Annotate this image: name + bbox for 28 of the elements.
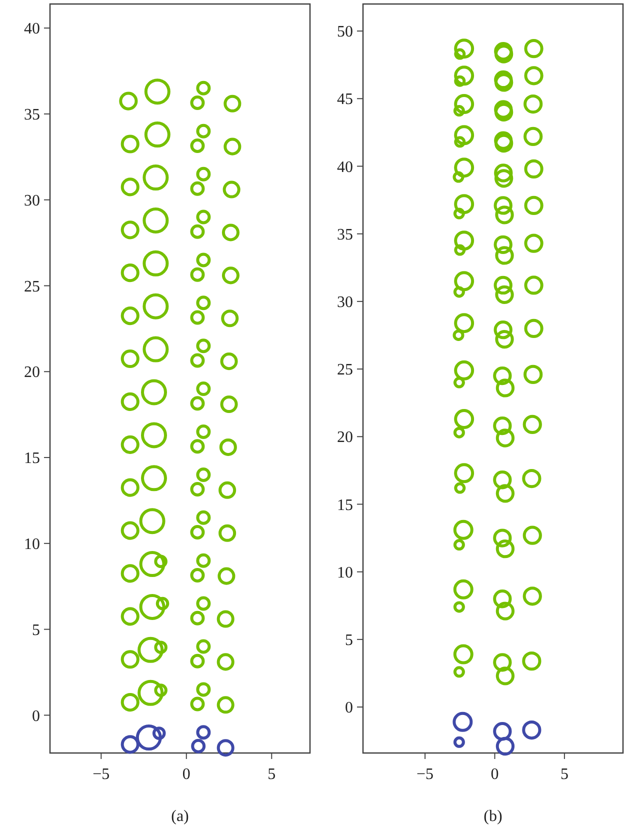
y-tick-label: 5 <box>345 632 353 650</box>
y-tick-label: 15 <box>24 450 40 468</box>
y-tick-label: 10 <box>337 564 353 582</box>
x-tick-label: 5 <box>560 766 568 783</box>
y-tick-label: 30 <box>337 294 353 312</box>
x-tick-label: −5 <box>92 766 110 783</box>
y-tick-label: 25 <box>337 362 353 379</box>
text: (a) <box>171 808 189 825</box>
y-tick-label: 50 <box>337 24 353 41</box>
y-tick-label: 20 <box>337 429 353 446</box>
y-tick-label: 0 <box>345 700 353 717</box>
x-tick-label: 0 <box>490 766 499 783</box>
y-tick-label: 40 <box>337 158 353 176</box>
y-tick-label: 15 <box>337 496 353 514</box>
y-tick-label: 10 <box>24 536 40 554</box>
y-tick-label: 30 <box>24 192 40 210</box>
y-tick-label: 40 <box>24 20 40 38</box>
y-tick-label: 45 <box>337 91 353 108</box>
x-tick-label: 5 <box>268 766 276 783</box>
x-tick-label: −5 <box>416 766 434 783</box>
y-tick-label: 5 <box>32 622 40 639</box>
text: (b) <box>484 808 502 825</box>
y-tick-label: 20 <box>24 364 40 382</box>
y-tick-label: 25 <box>24 278 40 296</box>
y-tick-label: 35 <box>24 106 40 124</box>
x-tick-label: 0 <box>182 766 190 783</box>
y-tick-label: 0 <box>32 708 40 725</box>
y-tick-label: 35 <box>337 226 353 244</box>
